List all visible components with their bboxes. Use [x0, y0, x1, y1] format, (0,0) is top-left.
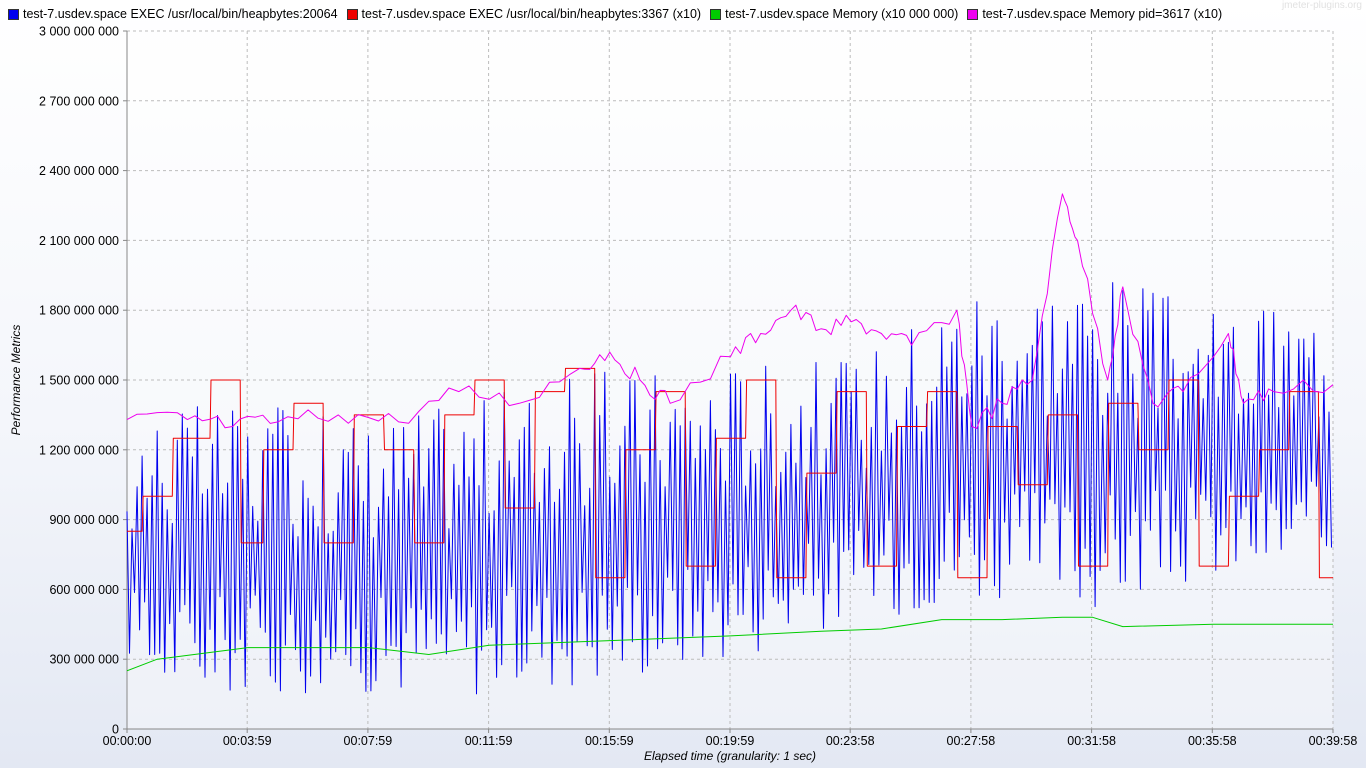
- y-axis-title: Performance Metrics: [9, 325, 23, 436]
- x-tick-label: 00:07:59: [344, 734, 393, 748]
- y-tick-label: 2 400 000 000: [39, 164, 119, 178]
- legend-label: test-7.usdev.space EXEC /usr/local/bin/h…: [361, 7, 702, 21]
- legend-item: test-7.usdev.space Memory pid=3617 (x10): [967, 7, 1222, 21]
- y-tick-label: 900 000 000: [49, 513, 119, 527]
- legend: test-7.usdev.space EXEC /usr/local/bin/h…: [8, 6, 1231, 22]
- x-tick-label: 00:11:59: [465, 734, 513, 748]
- series-line-3: [126, 616, 1333, 672]
- legend-swatch: [967, 8, 979, 20]
- y-tick-label: 1 200 000 000: [39, 443, 119, 457]
- x-tick-label: 00:03:59: [223, 734, 272, 748]
- x-axis-title: Elapsed time (granularity: 1 sec): [644, 749, 816, 763]
- y-tick-label: 2 700 000 000: [39, 94, 119, 108]
- legend-item: test-7.usdev.space Memory (x10 000 000): [710, 7, 958, 21]
- series-line-2: [127, 367, 1333, 579]
- legend-swatch: [8, 8, 19, 20]
- x-tick-label: 00:31:58: [1067, 734, 1116, 748]
- x-tick-label: 00:15:59: [585, 734, 634, 748]
- x-tick-label: 00:35:58: [1188, 734, 1237, 748]
- y-tick-label: 1 800 000 000: [39, 304, 119, 318]
- y-tick-label: 300 000 000: [49, 653, 119, 667]
- x-tick-label: 00:27:58: [947, 734, 996, 748]
- y-tick-label: 3 000 000 000: [39, 25, 119, 39]
- series-line-4: [126, 193, 1334, 429]
- x-tick-label: 00:00:00: [103, 734, 152, 748]
- watermark: jmeter-plugins.org: [1281, 0, 1362, 11]
- y-tick-label: 600 000 000: [49, 583, 119, 597]
- y-tick-label: 1 500 000 000: [39, 374, 119, 388]
- x-tick-label: 00:23:58: [826, 734, 875, 748]
- legend-swatch: [710, 8, 722, 20]
- series-line-1: [126, 282, 1332, 695]
- y-tick-label: 0: [112, 723, 119, 737]
- legend-label: test-7.usdev.space Memory pid=3617 (x10): [982, 7, 1223, 21]
- legend-item: test-7.usdev.space EXEC /usr/local/bin/h…: [346, 7, 702, 21]
- x-tick-label: 00:19:59: [706, 734, 755, 748]
- x-tick-label: 00:39:58: [1309, 734, 1358, 748]
- legend-swatch: [346, 8, 358, 20]
- legend-label: test-7.usdev.space Memory (x10 000 000): [725, 7, 959, 21]
- legend-item: test-7.usdev.space EXEC /usr/local/bin/h…: [8, 7, 338, 21]
- legend-label: test-7.usdev.space EXEC /usr/local/bin/h…: [23, 7, 338, 21]
- y-tick-label: 2 100 000 000: [39, 234, 119, 248]
